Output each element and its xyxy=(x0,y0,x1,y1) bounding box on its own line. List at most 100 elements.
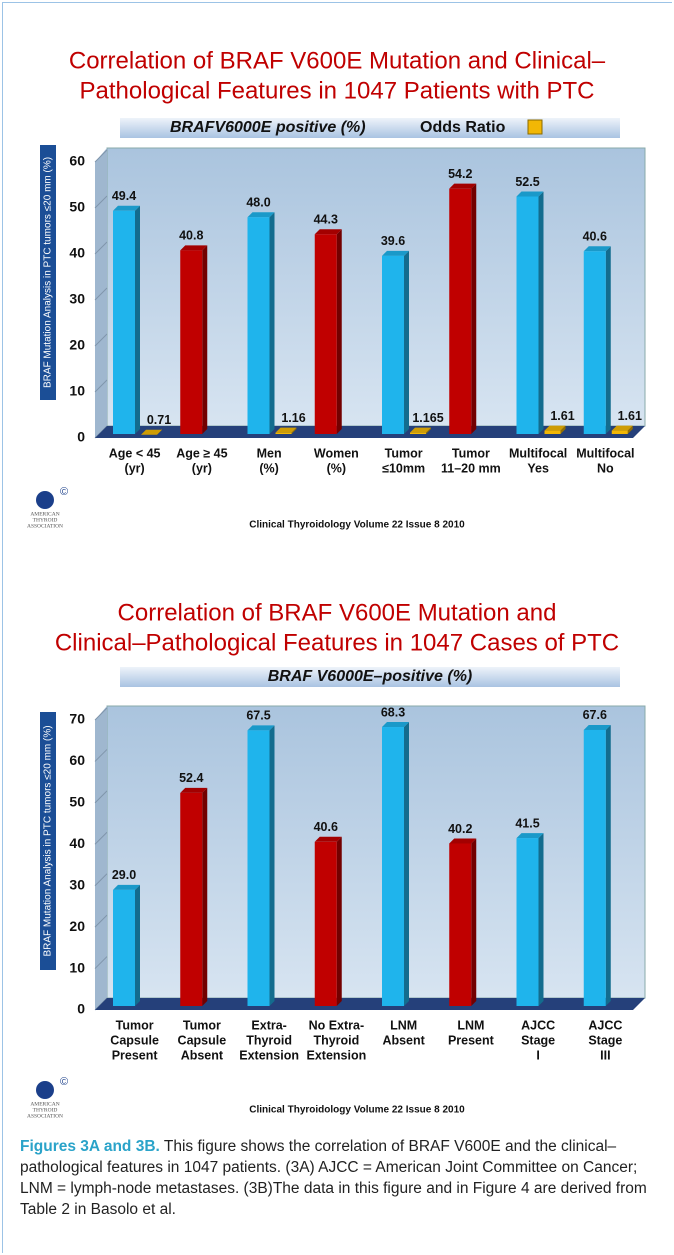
grid-line xyxy=(94,707,108,721)
y-tick-label: 10 xyxy=(69,383,85,399)
logo-text: THYROID xyxy=(33,517,58,523)
grid-line xyxy=(94,790,108,804)
data-label: 67.6 xyxy=(583,708,607,722)
data-label: 29.0 xyxy=(112,868,136,882)
source: Clinical Thyroidology Volume 22 Issue 8 … xyxy=(249,1105,465,1116)
x-tick-label: Present xyxy=(112,1048,159,1062)
bar-side xyxy=(426,427,431,434)
y-tick-label: 0 xyxy=(77,1001,85,1017)
logo-mark: © xyxy=(60,1076,68,1088)
bar-top xyxy=(583,246,611,252)
x-tick-label: AJCC xyxy=(588,1018,622,1032)
legend-label: Odds Ratio xyxy=(420,119,506,136)
bar xyxy=(113,889,135,1006)
x-tick-label: Absent xyxy=(382,1033,425,1047)
bar-top xyxy=(611,425,633,431)
data-label: 52.4 xyxy=(179,771,203,785)
bar xyxy=(382,255,404,434)
data-label: 44.3 xyxy=(314,213,338,227)
x-tick-label: (%) xyxy=(259,461,278,475)
bar-top xyxy=(449,838,477,844)
data-label: 49.4 xyxy=(112,189,136,203)
x-tick-label: Thyroid xyxy=(246,1033,292,1047)
data-label: 40.2 xyxy=(448,822,472,836)
y-tick-label: 20 xyxy=(69,337,85,353)
bar-side xyxy=(202,245,208,434)
grid-line xyxy=(94,195,108,209)
x-tick-label: Extension xyxy=(307,1048,367,1062)
caption-label: Figures 3A and 3B. xyxy=(20,1138,160,1155)
data-label: 40.6 xyxy=(583,230,607,244)
bar-side xyxy=(605,724,611,1006)
chart-title: Clinical–Pathological Features in 1047 C… xyxy=(55,629,619,656)
bar-side xyxy=(202,787,208,1006)
data-label: 40.6 xyxy=(314,820,338,834)
x-tick-label: Women xyxy=(314,446,359,460)
grid-line xyxy=(94,831,108,845)
bar xyxy=(544,430,561,434)
bar-side xyxy=(135,205,140,434)
y-tick-label: 70 xyxy=(69,711,85,727)
x-tick-label: Age ≥ 45 xyxy=(176,446,227,460)
x-tick-label: Extension xyxy=(239,1048,299,1062)
legend-label: BRAF V6000E–positive (%) xyxy=(268,668,473,685)
grid-line xyxy=(94,956,108,969)
y-tick-label: 50 xyxy=(69,199,85,215)
bar-top xyxy=(247,725,275,731)
bar-side xyxy=(269,212,275,434)
y-axis-box xyxy=(40,712,56,970)
data-label: 68.3 xyxy=(381,705,405,719)
caption-text: This figure shows the correlation of BRA… xyxy=(20,1138,647,1218)
chart-title: Pathological Features in 1047 Patients w… xyxy=(80,77,595,104)
y-tick-label: 40 xyxy=(69,835,85,851)
logo-mark: © xyxy=(60,486,68,498)
x-tick-label: Capsule xyxy=(110,1033,159,1047)
logo-text: ASSOCIATION xyxy=(27,1113,63,1119)
bar xyxy=(247,730,270,1006)
bar xyxy=(382,727,404,1006)
bar xyxy=(516,196,539,434)
bar-top xyxy=(516,191,544,197)
bar xyxy=(314,234,337,434)
x-tick-label: Extra- xyxy=(251,1018,286,1032)
x-tick-label: I xyxy=(536,1048,539,1062)
logo-text: THYROID xyxy=(33,1107,58,1113)
legend-box xyxy=(120,667,620,687)
caption: Figures 3A and 3B. This figure shows the… xyxy=(20,1136,660,1220)
bar-side xyxy=(404,250,409,434)
bar-side xyxy=(404,722,409,1006)
grid-line xyxy=(94,241,108,255)
x-tick-label: Tumor xyxy=(452,446,490,460)
bar-side xyxy=(560,425,566,434)
floor xyxy=(95,426,645,438)
y-axis-label: BRAF Mutation Analysis in PTC tumors ≤20… xyxy=(43,725,54,956)
bar-top xyxy=(314,836,342,842)
data-label: 0.71 xyxy=(147,413,171,427)
bar-top xyxy=(314,229,342,235)
x-tick-label: Age < 45 xyxy=(109,446,161,460)
grid-line xyxy=(94,379,108,393)
data-label: 1.165 xyxy=(412,411,443,425)
bar-top xyxy=(113,884,140,890)
y-axis-label: BRAF Mutation Analysis in PTC tumors ≤20… xyxy=(43,157,54,388)
logo xyxy=(36,491,54,509)
x-tick-label: Stage xyxy=(521,1033,555,1047)
bar xyxy=(314,841,337,1006)
x-tick-label: AJCC xyxy=(521,1018,555,1032)
x-tick-label: Tumor xyxy=(116,1018,154,1032)
data-label: 67.5 xyxy=(246,709,270,723)
x-tick-label: No xyxy=(597,461,614,475)
bar xyxy=(113,210,135,434)
bar-side xyxy=(336,229,342,434)
grid-line xyxy=(94,914,108,928)
y-tick-label: 40 xyxy=(69,245,85,261)
x-tick-label: LNM xyxy=(457,1018,484,1032)
x-tick-label: Capsule xyxy=(178,1033,227,1047)
bar-top xyxy=(583,724,611,730)
bar-side xyxy=(627,425,633,434)
bar-top xyxy=(180,787,208,793)
bar-side xyxy=(471,183,477,434)
bar-side xyxy=(471,838,477,1006)
y-tick-label: 30 xyxy=(69,291,85,307)
